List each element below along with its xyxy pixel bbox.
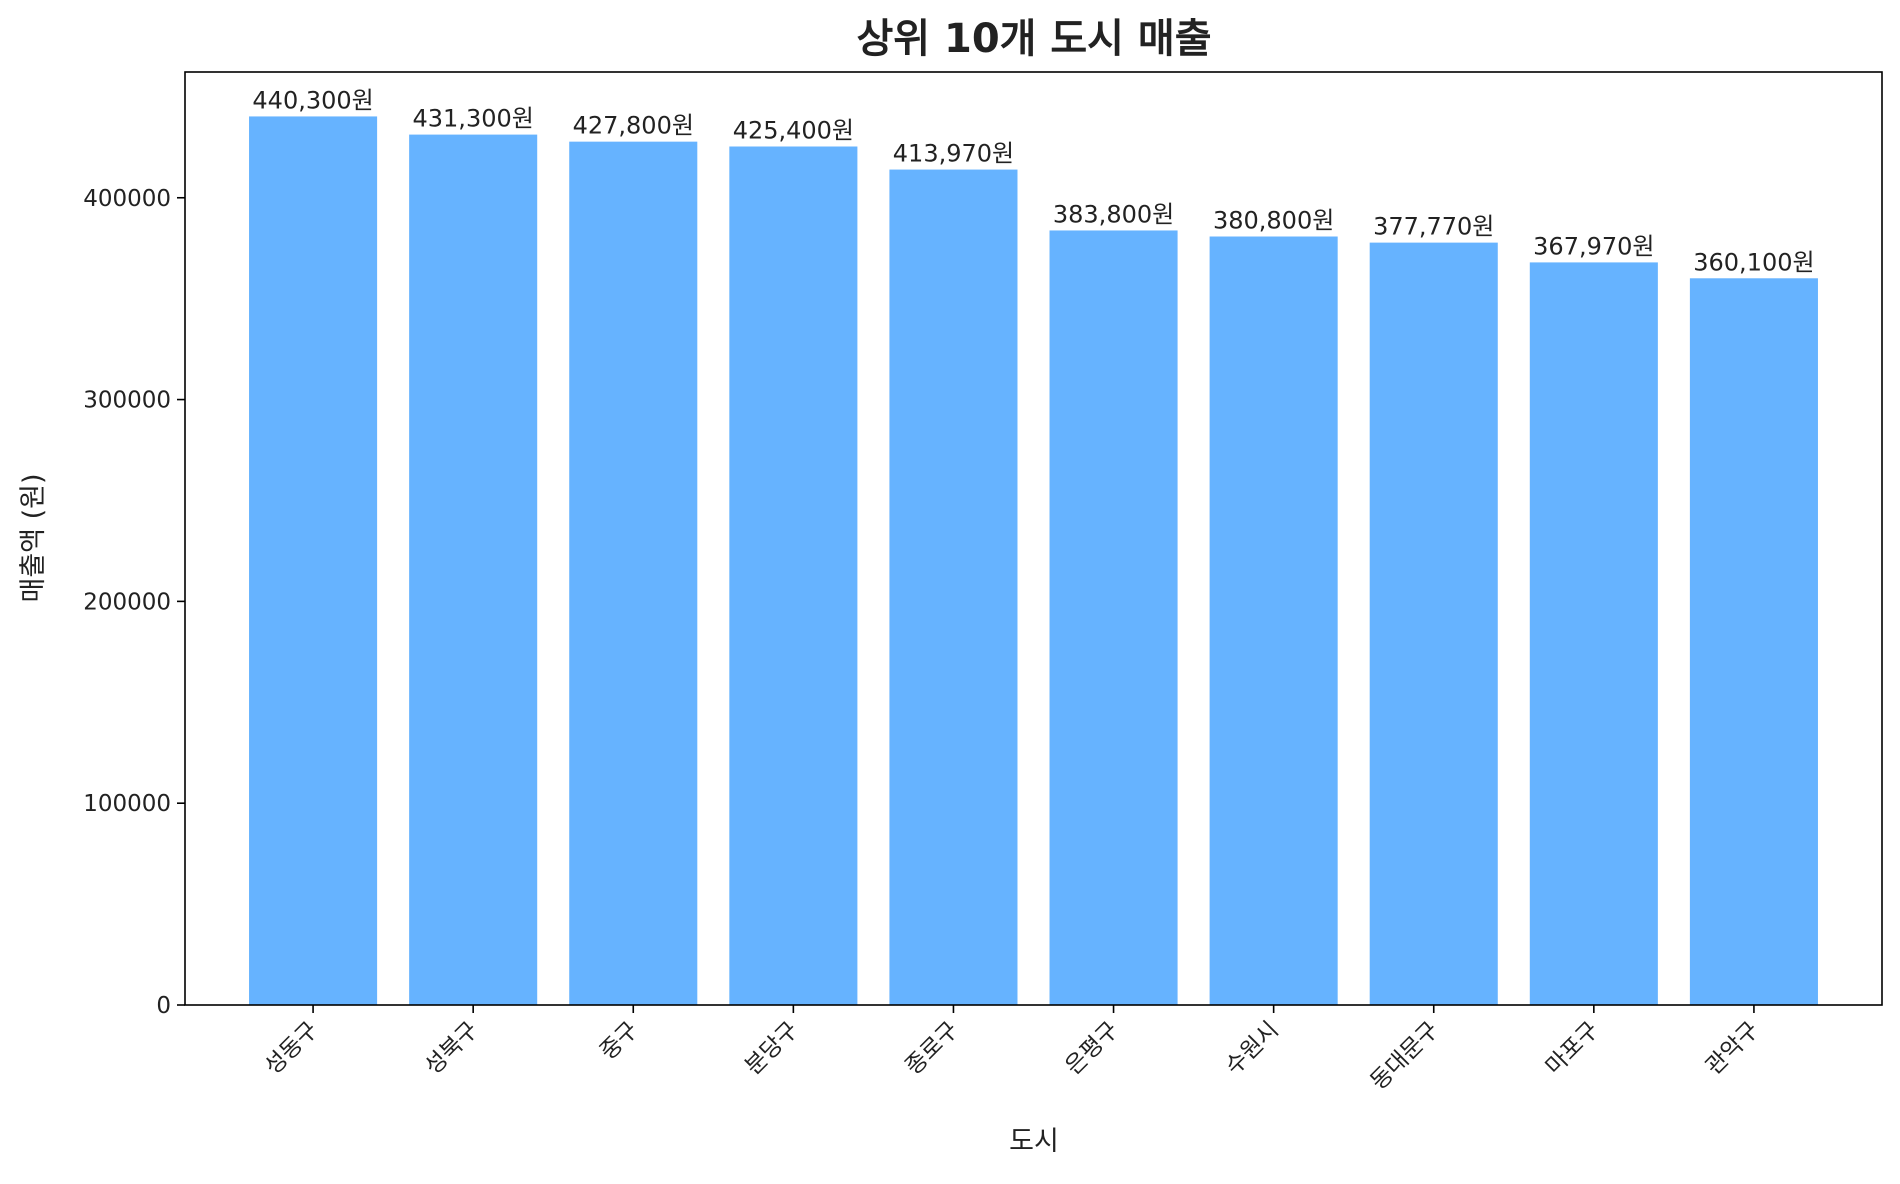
- plot-frame: [184, 71, 1883, 1006]
- y-axis: 0 100000 200000 300000 400000: [83, 186, 185, 1019]
- x-axis: 성동구 성북구 중구 분당구 종로구 은평구 수원시 동대문구 마포구 관악구: [260, 1005, 1764, 1095]
- x-tick-label-9: 마포구: [1541, 1017, 1604, 1080]
- bar-7: [1209, 236, 1338, 1005]
- y-tick-label-1: 100000: [83, 791, 171, 817]
- data-label-9: 367,970원: [1533, 232, 1654, 260]
- bar-4: [729, 146, 858, 1006]
- data-label-3: 427,800원: [573, 112, 694, 140]
- y-tick-label-3: 300000: [83, 388, 171, 414]
- bar-6: [1049, 230, 1178, 1005]
- bar-2: [409, 134, 538, 1006]
- chart-title: 상위 10개 도시 매출: [856, 16, 1211, 62]
- x-tick-label-6: 은평구: [1061, 1017, 1124, 1080]
- y-axis-label: 매출액 (원): [18, 473, 49, 602]
- y-tick-label-4: 400000: [83, 186, 171, 212]
- data-labels-layer: 440,300원 431,300원 427,800원 425,400원 413,970원…: [252, 86, 1814, 276]
- x-tick-label-3: 중구: [595, 1017, 643, 1065]
- data-label-5: 413,970원: [893, 140, 1014, 168]
- x-tick-label-8: 동대문구: [1366, 1017, 1444, 1095]
- x-tick-label-2: 성북구: [420, 1017, 483, 1080]
- data-label-10: 360,100원: [1693, 248, 1814, 276]
- x-axis-label: 도시: [1009, 1126, 1059, 1157]
- bar-9: [1529, 262, 1658, 1005]
- bar-1: [249, 116, 378, 1005]
- x-tick-label-4: 분당구: [740, 1017, 803, 1080]
- x-tick-label-1: 성동구: [260, 1017, 323, 1080]
- x-tick-label-7: 수원시: [1221, 1017, 1284, 1080]
- x-tick-label-10: 관악구: [1701, 1017, 1764, 1080]
- bar-3: [569, 141, 698, 1005]
- y-tick-label-0: 0: [156, 993, 171, 1019]
- data-label-2: 431,300원: [413, 105, 534, 133]
- x-tick-label-5: 종로구: [900, 1017, 963, 1080]
- data-label-4: 425,400원: [733, 116, 854, 144]
- y-tick-label-2: 200000: [83, 589, 171, 615]
- data-label-7: 380,800원: [1213, 207, 1334, 235]
- bar-10: [1689, 278, 1818, 1006]
- data-label-8: 377,770원: [1373, 213, 1494, 241]
- data-label-1: 440,300원: [252, 86, 373, 114]
- bar-5: [889, 169, 1018, 1006]
- data-label-6: 383,800원: [1053, 200, 1174, 228]
- bars-layer: [249, 116, 1818, 1006]
- bar-8: [1369, 242, 1498, 1005]
